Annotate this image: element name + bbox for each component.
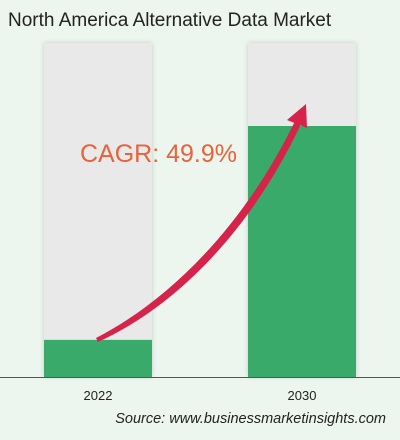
x-tick-label-2030: 2030 <box>288 388 317 403</box>
source-note: Source: www.businessmarketinsights.com <box>115 411 386 427</box>
chart-title: North America Alternative Data Market <box>8 10 332 31</box>
bar-track-2022 <box>44 43 152 377</box>
bar-2030 <box>248 126 356 377</box>
growth-arrow-head <box>287 104 307 128</box>
x-tick-label-2022: 2022 <box>84 388 113 403</box>
cagr-annotation: CAGR: 49.9% <box>80 140 237 168</box>
bar-2022 <box>44 339 152 377</box>
